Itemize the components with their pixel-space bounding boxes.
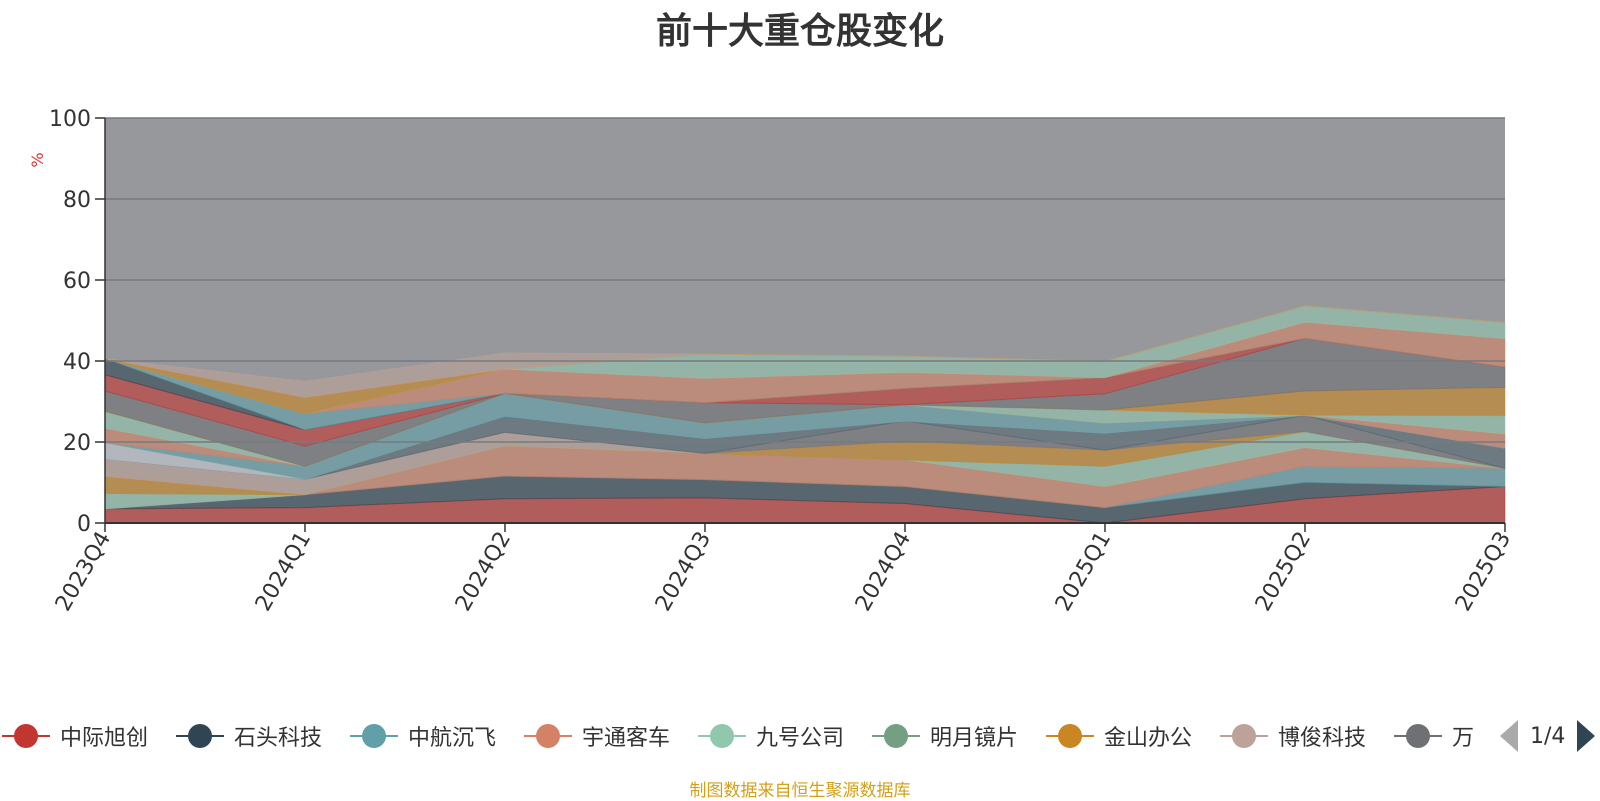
legend-swatch <box>870 716 922 756</box>
legend-swatch <box>1044 716 1096 756</box>
legend-label: 中际旭创 <box>60 726 149 751</box>
legend-item[interactable]: 宇通客车 <box>522 716 670 756</box>
legend-item[interactable]: 石头科技 <box>174 716 322 756</box>
legend-swatch <box>348 716 400 756</box>
y-tick-label: 80 <box>63 188 91 213</box>
legend-pager: 1/4 <box>1500 718 1596 754</box>
x-tick-label: 2024Q2 <box>451 528 516 616</box>
legend-item[interactable]: 万 <box>1392 716 1474 756</box>
legend-label: 明月镜片 <box>930 726 1019 751</box>
legend-label: 宇通客车 <box>582 726 671 751</box>
x-axis: 2023Q4 2024Q1 2024Q2 2024Q3 2024Q4 2025Q1 2025… <box>51 522 1516 616</box>
y-tick-label: 100 <box>49 107 91 132</box>
legend-swatch <box>174 716 226 756</box>
x-tick-label: 2025Q2 <box>1251 528 1316 616</box>
legend-label: 万 <box>1452 726 1475 751</box>
y-tick-label: 0 <box>77 512 91 537</box>
chart-title: 前十大重仓股变化 <box>655 11 944 52</box>
legend-label: 博俊科技 <box>1278 726 1367 751</box>
legend-item[interactable]: 金山办公 <box>1044 716 1192 756</box>
legend-item[interactable]: 中际旭创 <box>0 716 148 756</box>
y-tick-label: 40 <box>63 350 91 375</box>
legend-label: 九号公司 <box>756 726 845 751</box>
x-tick-label: 2024Q4 <box>851 528 916 616</box>
legend-label: 中航沉飞 <box>408 726 497 751</box>
legend-next-page-button[interactable] <box>1577 720 1596 752</box>
x-tick-label: 2024Q1 <box>251 528 316 616</box>
legend-item[interactable]: 中航沉飞 <box>348 716 496 756</box>
area-series-group <box>104 305 1506 524</box>
legend-page-indicator: 1/4 <box>1530 723 1566 749</box>
data-source-note: 制图数据来自恒生聚源数据库 <box>689 781 911 801</box>
legend-item[interactable]: 明月镜片 <box>870 716 1018 756</box>
x-tick-label: 2025Q3 <box>1451 528 1516 616</box>
legend-item[interactable]: 九号公司 <box>696 716 844 756</box>
legend-swatch <box>1392 716 1444 756</box>
legend-label: 石头科技 <box>234 726 323 751</box>
y-tick-label: 20 <box>63 431 91 456</box>
legend-swatch <box>522 716 574 756</box>
legend-item[interactable]: 博俊科技 <box>1218 716 1366 756</box>
x-tick-label: 2025Q1 <box>1051 528 1116 616</box>
y-axis: 0 20 40 60 80 100 <box>49 107 106 537</box>
x-tick-label: 2023Q4 <box>51 528 116 616</box>
y-tick-label: 60 <box>63 269 91 294</box>
legend: 中际旭创 石头科技 中航沉飞 宇通客车 九号公司 明月镜片 金山办公 博俊科技 万 <box>0 716 1480 756</box>
legend-swatch <box>696 716 748 756</box>
area-series-23 <box>104 305 1506 398</box>
legend-swatch <box>0 716 52 756</box>
y-axis-unit-label: % <box>28 152 47 167</box>
x-tick-label: 2024Q3 <box>651 528 716 616</box>
legend-prev-page-button[interactable] <box>1500 720 1518 752</box>
legend-swatch <box>1218 716 1270 756</box>
legend-label: 金山办公 <box>1104 726 1193 751</box>
grid-lines <box>105 117 1505 443</box>
